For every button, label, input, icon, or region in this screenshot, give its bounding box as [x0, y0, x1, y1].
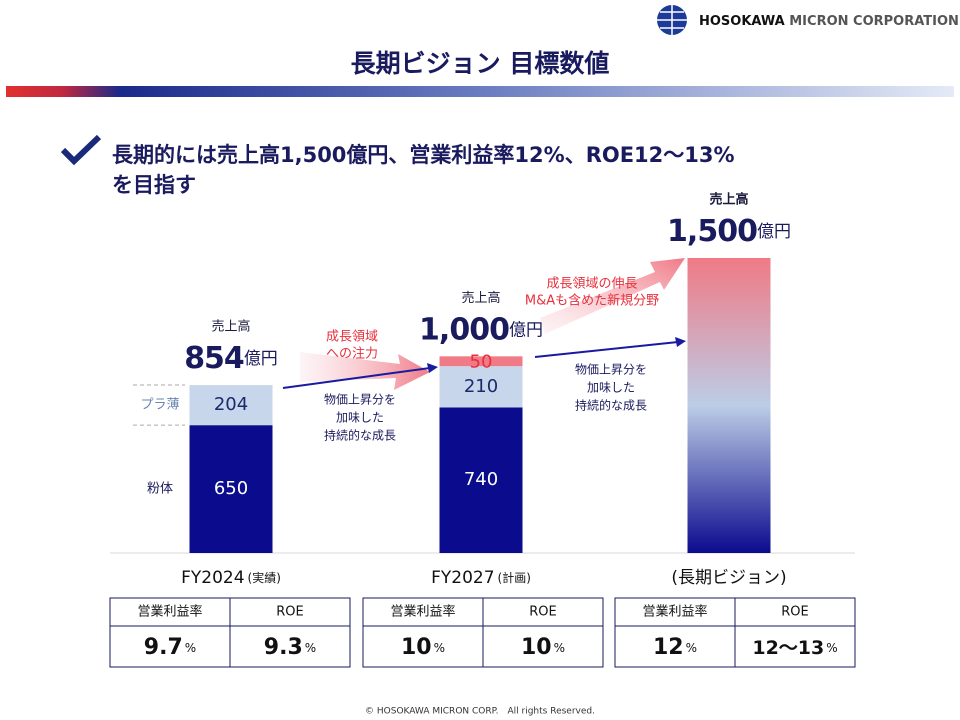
metric-unit: % — [434, 641, 445, 655]
table-value: 9.3% — [264, 635, 316, 660]
bar-segment — [439, 356, 523, 367]
annotation: 成長領域 — [326, 329, 378, 345]
table-value: 12～13% — [752, 637, 837, 659]
table-header: ROE — [781, 605, 808, 620]
message-line: 長期的には売上高1,500億円、営業利益率12%、ROE12～13% — [112, 143, 735, 167]
total-value: 854億円 — [184, 341, 278, 376]
metric-unit: % — [305, 641, 316, 655]
total-value: 1,500億円 — [667, 214, 791, 249]
category-name: (長期ビジョン) — [671, 568, 786, 588]
series-label: プラ薄 — [140, 398, 179, 413]
metric-number: 12～13 — [752, 637, 824, 659]
metric-number: 10 — [401, 635, 432, 660]
annotation: 物価上昇分を — [324, 393, 396, 407]
table-header: ROE — [276, 605, 303, 620]
growth-arrow — [540, 258, 685, 334]
title: 長期ビジョン 目標数値 — [351, 49, 610, 78]
table-value: 10% — [521, 635, 565, 660]
metric-number: 9.7 — [144, 635, 183, 660]
annotation: 加味した — [336, 411, 384, 425]
segment-label: 210 — [464, 376, 498, 397]
annotation: 加味した — [587, 381, 635, 395]
table-value: 10% — [401, 635, 445, 660]
category-note: (実績) — [248, 570, 281, 585]
trend-arrow — [534, 341, 679, 358]
metric-number: 9.3 — [264, 635, 303, 660]
message-line: を目指す — [112, 173, 196, 197]
arrow-head — [675, 337, 686, 347]
total-value: 1,000億円 — [419, 312, 543, 347]
annotation: への注力 — [326, 347, 378, 362]
stripe — [6, 86, 954, 97]
total-number: 1,000 — [419, 312, 509, 347]
total-caption: 売上高 — [709, 192, 748, 208]
bar-segment — [687, 258, 771, 553]
logo-lines — [657, 5, 687, 35]
annotation: 持続的な成長 — [324, 428, 396, 443]
category-label: FY2024 (実績) — [181, 568, 281, 588]
brand-rest: MICRON CORPORATION — [789, 14, 959, 29]
total-caption: 売上高 — [211, 319, 250, 335]
total-unit: 億円 — [244, 349, 278, 369]
metric-number: 10 — [521, 635, 552, 660]
segment-label: 740 — [464, 469, 498, 490]
table-value: 12% — [653, 635, 697, 660]
check — [60, 134, 102, 166]
table-header: ROE — [529, 605, 556, 620]
segment-label: 204 — [214, 394, 248, 415]
segment-label: 650 — [214, 478, 248, 499]
total-number: 854 — [184, 341, 244, 376]
total-unit: 億円 — [757, 222, 791, 242]
series-label: 粉体 — [147, 482, 173, 497]
footer: © HOSOKAWA MICRON CORP. All rights Reser… — [365, 707, 595, 717]
bar-segment — [189, 425, 273, 553]
table-header: 営業利益率 — [642, 604, 707, 620]
table-header: 営業利益率 — [137, 604, 202, 620]
bar-segment — [189, 385, 273, 426]
annotation: 成長領域の伸長 — [546, 276, 637, 292]
annotation: 物価上昇分を — [575, 363, 647, 377]
category-name: FY2027 — [431, 568, 494, 588]
annotation: 持続的な成長 — [575, 398, 647, 413]
annotation: M&Aも含めた新規分野 — [525, 293, 659, 309]
category-note: (計画) — [498, 570, 531, 585]
metric-unit: % — [826, 641, 837, 655]
category-name: FY2024 — [181, 568, 244, 588]
bar-segment — [439, 366, 523, 408]
trend-arrow — [282, 367, 431, 389]
metric-number: 12 — [653, 635, 684, 660]
brand: HOSOKAWA MICRON CORPORATION — [699, 14, 959, 29]
total-unit: 億円 — [509, 320, 543, 340]
metric-unit: % — [686, 641, 697, 655]
arrow-head — [427, 363, 438, 373]
total-caption: 売上高 — [461, 290, 500, 306]
category-label: (長期ビジョン) — [671, 568, 786, 588]
metric-unit: % — [554, 641, 565, 655]
bar-segment — [439, 407, 523, 553]
brand-bold: HOSOKAWA — [699, 14, 785, 29]
category-label: FY2027 (計画) — [431, 568, 531, 588]
table-value: 9.7% — [144, 635, 196, 660]
table-header: 営業利益率 — [390, 604, 455, 620]
segment-label: 50 — [470, 351, 493, 372]
total-number: 1,500 — [667, 214, 757, 249]
metric-unit: % — [185, 641, 196, 655]
